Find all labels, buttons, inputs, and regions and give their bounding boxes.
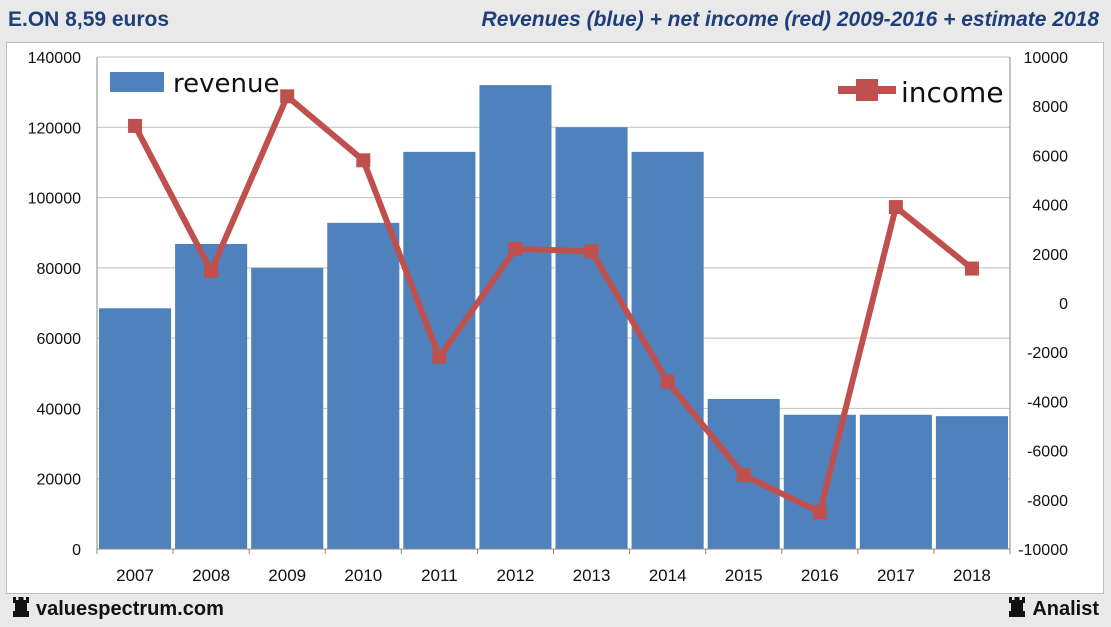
y-left-tick-label: 140000 bbox=[28, 50, 81, 67]
y-right-tick-label: 0 bbox=[1059, 296, 1068, 313]
income-point bbox=[356, 153, 371, 168]
x-tick-label: 2012 bbox=[497, 566, 535, 585]
y-right-tick-label: 2000 bbox=[1032, 247, 1068, 264]
x-tick-label: 2011 bbox=[421, 566, 458, 585]
x-tick-label: 2008 bbox=[192, 566, 230, 585]
x-tick-label: 2014 bbox=[649, 566, 687, 585]
stock-title: E.ON 8,59 euros bbox=[8, 8, 170, 31]
y-left-tick-label: 60000 bbox=[37, 331, 82, 348]
y-right-tick-label: -8000 bbox=[1027, 493, 1068, 510]
income-point bbox=[888, 200, 903, 215]
x-tick-label: 2018 bbox=[953, 566, 991, 585]
y-right-tick-label: -6000 bbox=[1027, 444, 1068, 461]
income-line bbox=[132, 93, 974, 516]
revenue-bar bbox=[555, 127, 628, 550]
revenue-bar bbox=[631, 151, 704, 549]
footer-brand-left[interactable]: valuespectrum.com bbox=[12, 596, 224, 621]
y-right-tick-label: -4000 bbox=[1027, 394, 1068, 411]
revenue-bar bbox=[175, 243, 248, 549]
income-point bbox=[204, 264, 219, 279]
y-right-tick-label: -2000 bbox=[1027, 345, 1068, 362]
y-left-tick-label: 0 bbox=[72, 542, 81, 559]
y-right-tick-label: 6000 bbox=[1032, 148, 1068, 165]
y-left-tick-label: 120000 bbox=[28, 120, 81, 137]
footer-brand-left-text: valuespectrum.com bbox=[36, 598, 224, 620]
revenue-bar bbox=[479, 85, 552, 549]
y-left-tick-label: 40000 bbox=[37, 401, 82, 418]
legend-income-label: income bbox=[901, 76, 1004, 109]
footer-brand-right[interactable]: Analist bbox=[1008, 596, 1099, 621]
income-point bbox=[736, 468, 751, 483]
income-point bbox=[280, 89, 295, 104]
y-right-tick-label: 4000 bbox=[1032, 198, 1068, 215]
income-point bbox=[584, 244, 599, 259]
chart-title: Revenues (blue) + net income (red) 2009-… bbox=[481, 8, 1099, 31]
y-right-tick-label: 8000 bbox=[1032, 99, 1068, 116]
income-point bbox=[964, 261, 979, 276]
income-point bbox=[508, 241, 523, 256]
y-left-tick-label: 80000 bbox=[37, 261, 82, 278]
y-left-tick-label: 100000 bbox=[28, 191, 81, 208]
revenue-bar bbox=[99, 308, 172, 549]
x-tick-label: 2009 bbox=[268, 566, 306, 585]
x-tick-label: 2007 bbox=[116, 566, 154, 585]
income-point bbox=[660, 374, 675, 389]
revenue-bar bbox=[935, 416, 1008, 549]
income-point bbox=[432, 350, 447, 365]
footer-brand-right-text: Analist bbox=[1032, 598, 1099, 620]
legend-revenue-swatch bbox=[110, 72, 164, 92]
revenue-bar bbox=[327, 222, 400, 550]
income-point bbox=[812, 505, 827, 520]
x-tick-label: 2016 bbox=[801, 566, 839, 585]
y-right-tick-label: -10000 bbox=[1018, 542, 1068, 559]
legend-income-marker bbox=[856, 79, 878, 101]
y-right-tick-label: 10000 bbox=[1024, 50, 1069, 67]
x-tick-label: 2017 bbox=[877, 566, 915, 585]
y-left-tick-label: 20000 bbox=[37, 472, 82, 489]
revenue-bar bbox=[251, 267, 324, 549]
revenue-bar bbox=[783, 414, 856, 549]
rook-icon bbox=[13, 597, 29, 617]
x-tick-label: 2013 bbox=[573, 566, 611, 585]
x-tick-label: 2010 bbox=[344, 566, 382, 585]
income-point bbox=[128, 118, 143, 133]
x-tick-label: 2015 bbox=[725, 566, 763, 585]
legend-revenue-label: revenue bbox=[173, 69, 279, 99]
rook-icon bbox=[1009, 597, 1026, 617]
revenue-bar bbox=[859, 414, 932, 549]
